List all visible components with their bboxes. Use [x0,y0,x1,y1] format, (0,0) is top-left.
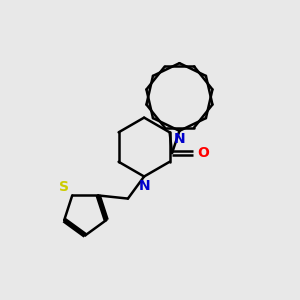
Text: N: N [174,132,186,146]
Text: S: S [59,180,69,194]
Text: O: O [197,146,209,160]
Text: N: N [138,179,150,194]
